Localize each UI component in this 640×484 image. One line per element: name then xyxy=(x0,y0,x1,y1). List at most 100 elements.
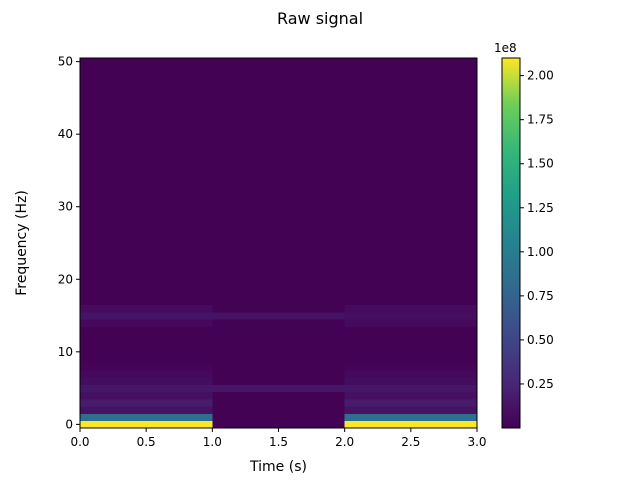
heatmap-cell xyxy=(80,290,213,298)
heatmap-cell xyxy=(212,377,345,385)
heatmap-cell xyxy=(212,58,345,66)
heatmap-cell xyxy=(344,224,477,233)
heatmap-cell xyxy=(344,152,477,160)
y-tick-label: 50 xyxy=(58,55,73,69)
heatmap-cell xyxy=(212,406,345,414)
colorbar-tick-label: 1.00 xyxy=(527,245,554,259)
heatmap-cell xyxy=(80,203,213,211)
heatmap-cell xyxy=(344,362,477,371)
heatmap-cell xyxy=(80,79,213,88)
heatmap-cell xyxy=(344,253,477,262)
heatmap-cell xyxy=(344,79,477,88)
heatmap-cell xyxy=(344,297,477,306)
heatmap-cell xyxy=(212,166,345,175)
heatmap-cell xyxy=(344,123,477,131)
colorbar-tick-label: 1.25 xyxy=(527,201,554,215)
y-tick-label: 20 xyxy=(58,272,73,286)
heatmap-cell xyxy=(212,203,345,211)
heatmap-cell xyxy=(344,108,477,117)
heatmap-cell xyxy=(344,384,477,393)
heatmap-cell xyxy=(344,181,477,189)
heatmap-cell xyxy=(212,304,345,313)
heatmap-cell xyxy=(212,116,345,124)
heatmap-cell xyxy=(80,224,213,233)
heatmap-cell xyxy=(344,203,477,211)
colorbar-offset-label: 1e8 xyxy=(494,41,517,55)
heatmap-cell xyxy=(344,290,477,298)
heatmap-cell xyxy=(212,384,345,393)
heatmap-cell xyxy=(212,246,345,255)
heatmap-cell xyxy=(80,174,213,182)
colorbar-tick-label: 2.00 xyxy=(527,69,554,83)
heatmap-cell xyxy=(212,319,345,327)
heatmap-cell xyxy=(344,304,477,313)
heatmap-cell xyxy=(80,261,213,269)
heatmap-cell xyxy=(344,232,477,240)
heatmap-cell xyxy=(212,210,345,219)
heatmap-cell xyxy=(212,369,345,378)
heatmap-cell xyxy=(344,159,477,168)
heatmap-cell xyxy=(80,319,213,327)
heatmap-cell xyxy=(212,123,345,131)
heatmap-cell xyxy=(344,348,477,356)
heatmap-cell xyxy=(212,282,345,291)
heatmap-cell xyxy=(80,384,213,393)
heatmap-cell xyxy=(212,311,345,320)
heatmap-cell xyxy=(212,355,345,364)
colorbar-tick-label: 0.25 xyxy=(527,377,554,391)
heatmap-cell xyxy=(80,116,213,124)
heatmap-cell xyxy=(80,232,213,240)
heatmap-cell xyxy=(212,268,345,277)
heatmap-cell xyxy=(344,65,477,73)
heatmap-cell xyxy=(212,130,345,139)
x-tick-label: 1.0 xyxy=(203,435,222,449)
heatmap-cell xyxy=(212,290,345,298)
heatmap-cell xyxy=(344,413,477,422)
heatmap-cell xyxy=(344,116,477,124)
heatmap-cell xyxy=(80,239,213,248)
heatmap-cell xyxy=(212,253,345,262)
colorbar-ticks: 0.25 0.50 0.75 1.00 1.25 1.50 1.75 2.00 xyxy=(520,69,554,391)
heatmap-cell xyxy=(80,253,213,262)
heatmap-cell xyxy=(212,101,345,110)
heatmap-cell xyxy=(344,398,477,407)
heatmap-cell xyxy=(212,261,345,269)
heatmap-cell xyxy=(344,72,477,81)
heatmap-cell xyxy=(212,413,345,422)
heatmap-cell xyxy=(80,188,213,197)
heatmap-cell xyxy=(344,246,477,255)
heatmap-cell xyxy=(212,137,345,146)
x-tick-label: 2.5 xyxy=(401,435,420,449)
heatmap-cell xyxy=(212,87,345,95)
heatmap-cells xyxy=(80,58,477,429)
heatmap-cell xyxy=(80,348,213,356)
heatmap-cell xyxy=(344,166,477,175)
heatmap-cell xyxy=(344,94,477,102)
x-tick-label: 2.0 xyxy=(335,435,354,449)
heatmap-cell xyxy=(212,195,345,204)
heatmap-cell xyxy=(212,232,345,240)
heatmap-cell xyxy=(80,166,213,175)
colorbar-tick-label: 0.75 xyxy=(527,289,554,303)
heatmap-cell xyxy=(212,108,345,117)
heatmap-cell xyxy=(212,224,345,233)
heatmap-cell xyxy=(212,94,345,102)
heatmap-cell xyxy=(344,369,477,378)
heatmap-cell xyxy=(344,58,477,66)
heatmap-cell xyxy=(80,340,213,349)
heatmap-cell xyxy=(80,94,213,102)
heatmap-cell xyxy=(212,79,345,88)
heatmap-cell xyxy=(80,217,213,226)
heatmap-cell xyxy=(344,174,477,182)
heatmap-cell xyxy=(80,355,213,364)
heatmap-cell xyxy=(80,268,213,277)
x-tick-label: 3.0 xyxy=(467,435,486,449)
heatmap-cell xyxy=(344,406,477,414)
heatmap-cell xyxy=(212,72,345,81)
heatmap-cell xyxy=(80,362,213,371)
heatmap-cell xyxy=(80,58,213,66)
colorbar xyxy=(501,57,521,429)
heatmap-cell xyxy=(344,188,477,197)
heatmap-cell xyxy=(212,181,345,189)
heatmap-cell xyxy=(80,246,213,255)
